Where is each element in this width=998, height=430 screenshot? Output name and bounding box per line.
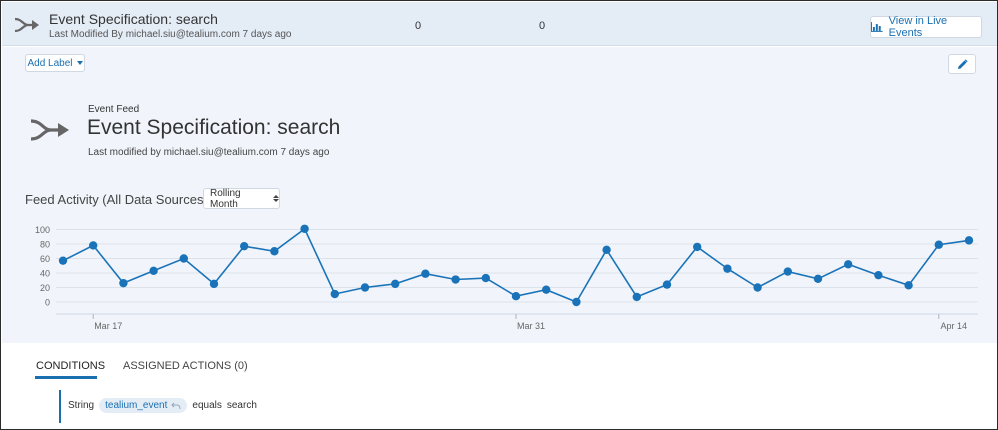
top-header-bar: Event Specification: search Last Modifie… — [2, 2, 997, 46]
add-label-text: Add Label — [27, 57, 73, 69]
data-point — [934, 240, 943, 249]
y-tick-label: 40 — [40, 269, 50, 279]
data-point — [240, 241, 249, 251]
data-point — [783, 267, 792, 276]
data-point — [511, 292, 521, 301]
condition-value: search — [226, 400, 257, 411]
add-label-dropdown[interactable]: Add Label — [25, 54, 85, 72]
header-title: Event Specification: search — [49, 11, 218, 27]
variable-name: tealium_event — [105, 400, 168, 411]
data-point — [391, 279, 400, 289]
chevron-down-icon — [76, 61, 83, 65]
data-point — [602, 245, 611, 254]
condition-operator: equals — [192, 400, 222, 411]
data-point — [270, 247, 279, 256]
data-point — [330, 289, 339, 299]
data-point — [481, 273, 490, 283]
view-in-live-events-button[interactable]: View in Live Events — [870, 15, 982, 39]
y-tick-label: 20 — [40, 283, 50, 293]
event-feed-merge-icon — [14, 17, 39, 33]
data-point — [572, 297, 581, 307]
data-point — [300, 224, 309, 233]
x-tick-label: Apr 14 — [941, 321, 968, 331]
spec-panel: Add Label Event Feed Event Specification… — [2, 47, 997, 343]
data-point — [119, 278, 128, 288]
data-point — [693, 242, 702, 252]
header-count-b: 0 — [539, 20, 546, 32]
pencil-icon — [957, 58, 968, 69]
data-point — [753, 283, 762, 292]
condition-type: String — [68, 400, 95, 411]
data-point — [542, 285, 551, 294]
data-point — [179, 254, 188, 263]
variable-pill[interactable]: tealium_event — [99, 398, 188, 413]
data-point — [209, 279, 219, 289]
bar-chart-icon — [871, 22, 883, 32]
condition-row: String tealium_event equals search — [68, 398, 257, 413]
y-tick-label: 0 — [45, 298, 50, 308]
y-tick-label: 100 — [35, 225, 50, 235]
data-point — [451, 275, 460, 284]
data-point — [844, 260, 853, 269]
view-in-live-events-label: View in Live Events — [888, 15, 948, 39]
edit-button[interactable] — [948, 54, 976, 74]
range-select[interactable]: Rolling Month — [203, 187, 280, 210]
data-point — [421, 269, 430, 278]
data-point — [904, 281, 913, 290]
last-modified-text: Last modified by michael.siu@tealium.com… — [88, 147, 330, 158]
data-point — [813, 274, 823, 283]
data-point — [58, 256, 68, 265]
x-tick-label: Mar 31 — [517, 321, 545, 331]
feed-type-label: Event Feed — [88, 104, 140, 115]
data-point — [723, 264, 732, 273]
data-point — [964, 236, 974, 245]
x-tick-label: Mar 17 — [94, 321, 122, 331]
tab-conditions[interactable]: CONDITIONS — [36, 360, 106, 372]
feed-activity-chart: 100 80 60 40 20 0 Mar 17 Mar 31 Apr 14 — [35, 224, 978, 331]
data-point — [149, 266, 158, 276]
tab-assigned-actions[interactable]: ASSIGNED ACTIONS (0) — [123, 360, 248, 372]
page-title: Event Specification: search — [87, 116, 341, 139]
header-subtitle: Last Modified By michael.siu@tealium.com… — [49, 29, 292, 40]
range-select-value: Rolling Month — [210, 187, 241, 210]
series-line — [62, 227, 970, 304]
data-point — [89, 241, 98, 250]
data-point — [874, 270, 883, 280]
data-point — [632, 292, 641, 302]
feed-activity-title: Feed Activity (All Data Sources) — [25, 192, 208, 207]
event-feed-merge-icon — [30, 119, 69, 141]
y-tick-label: 80 — [40, 240, 50, 250]
active-tab-indicator — [35, 376, 97, 379]
data-point — [360, 283, 370, 292]
header-count-a: 0 — [415, 20, 422, 32]
data-point — [662, 280, 672, 289]
condition-group-bar — [59, 390, 61, 423]
y-tick-label: 60 — [40, 254, 50, 264]
undo-arrow-icon — [171, 402, 181, 409]
sort-arrows-icon — [273, 195, 279, 202]
